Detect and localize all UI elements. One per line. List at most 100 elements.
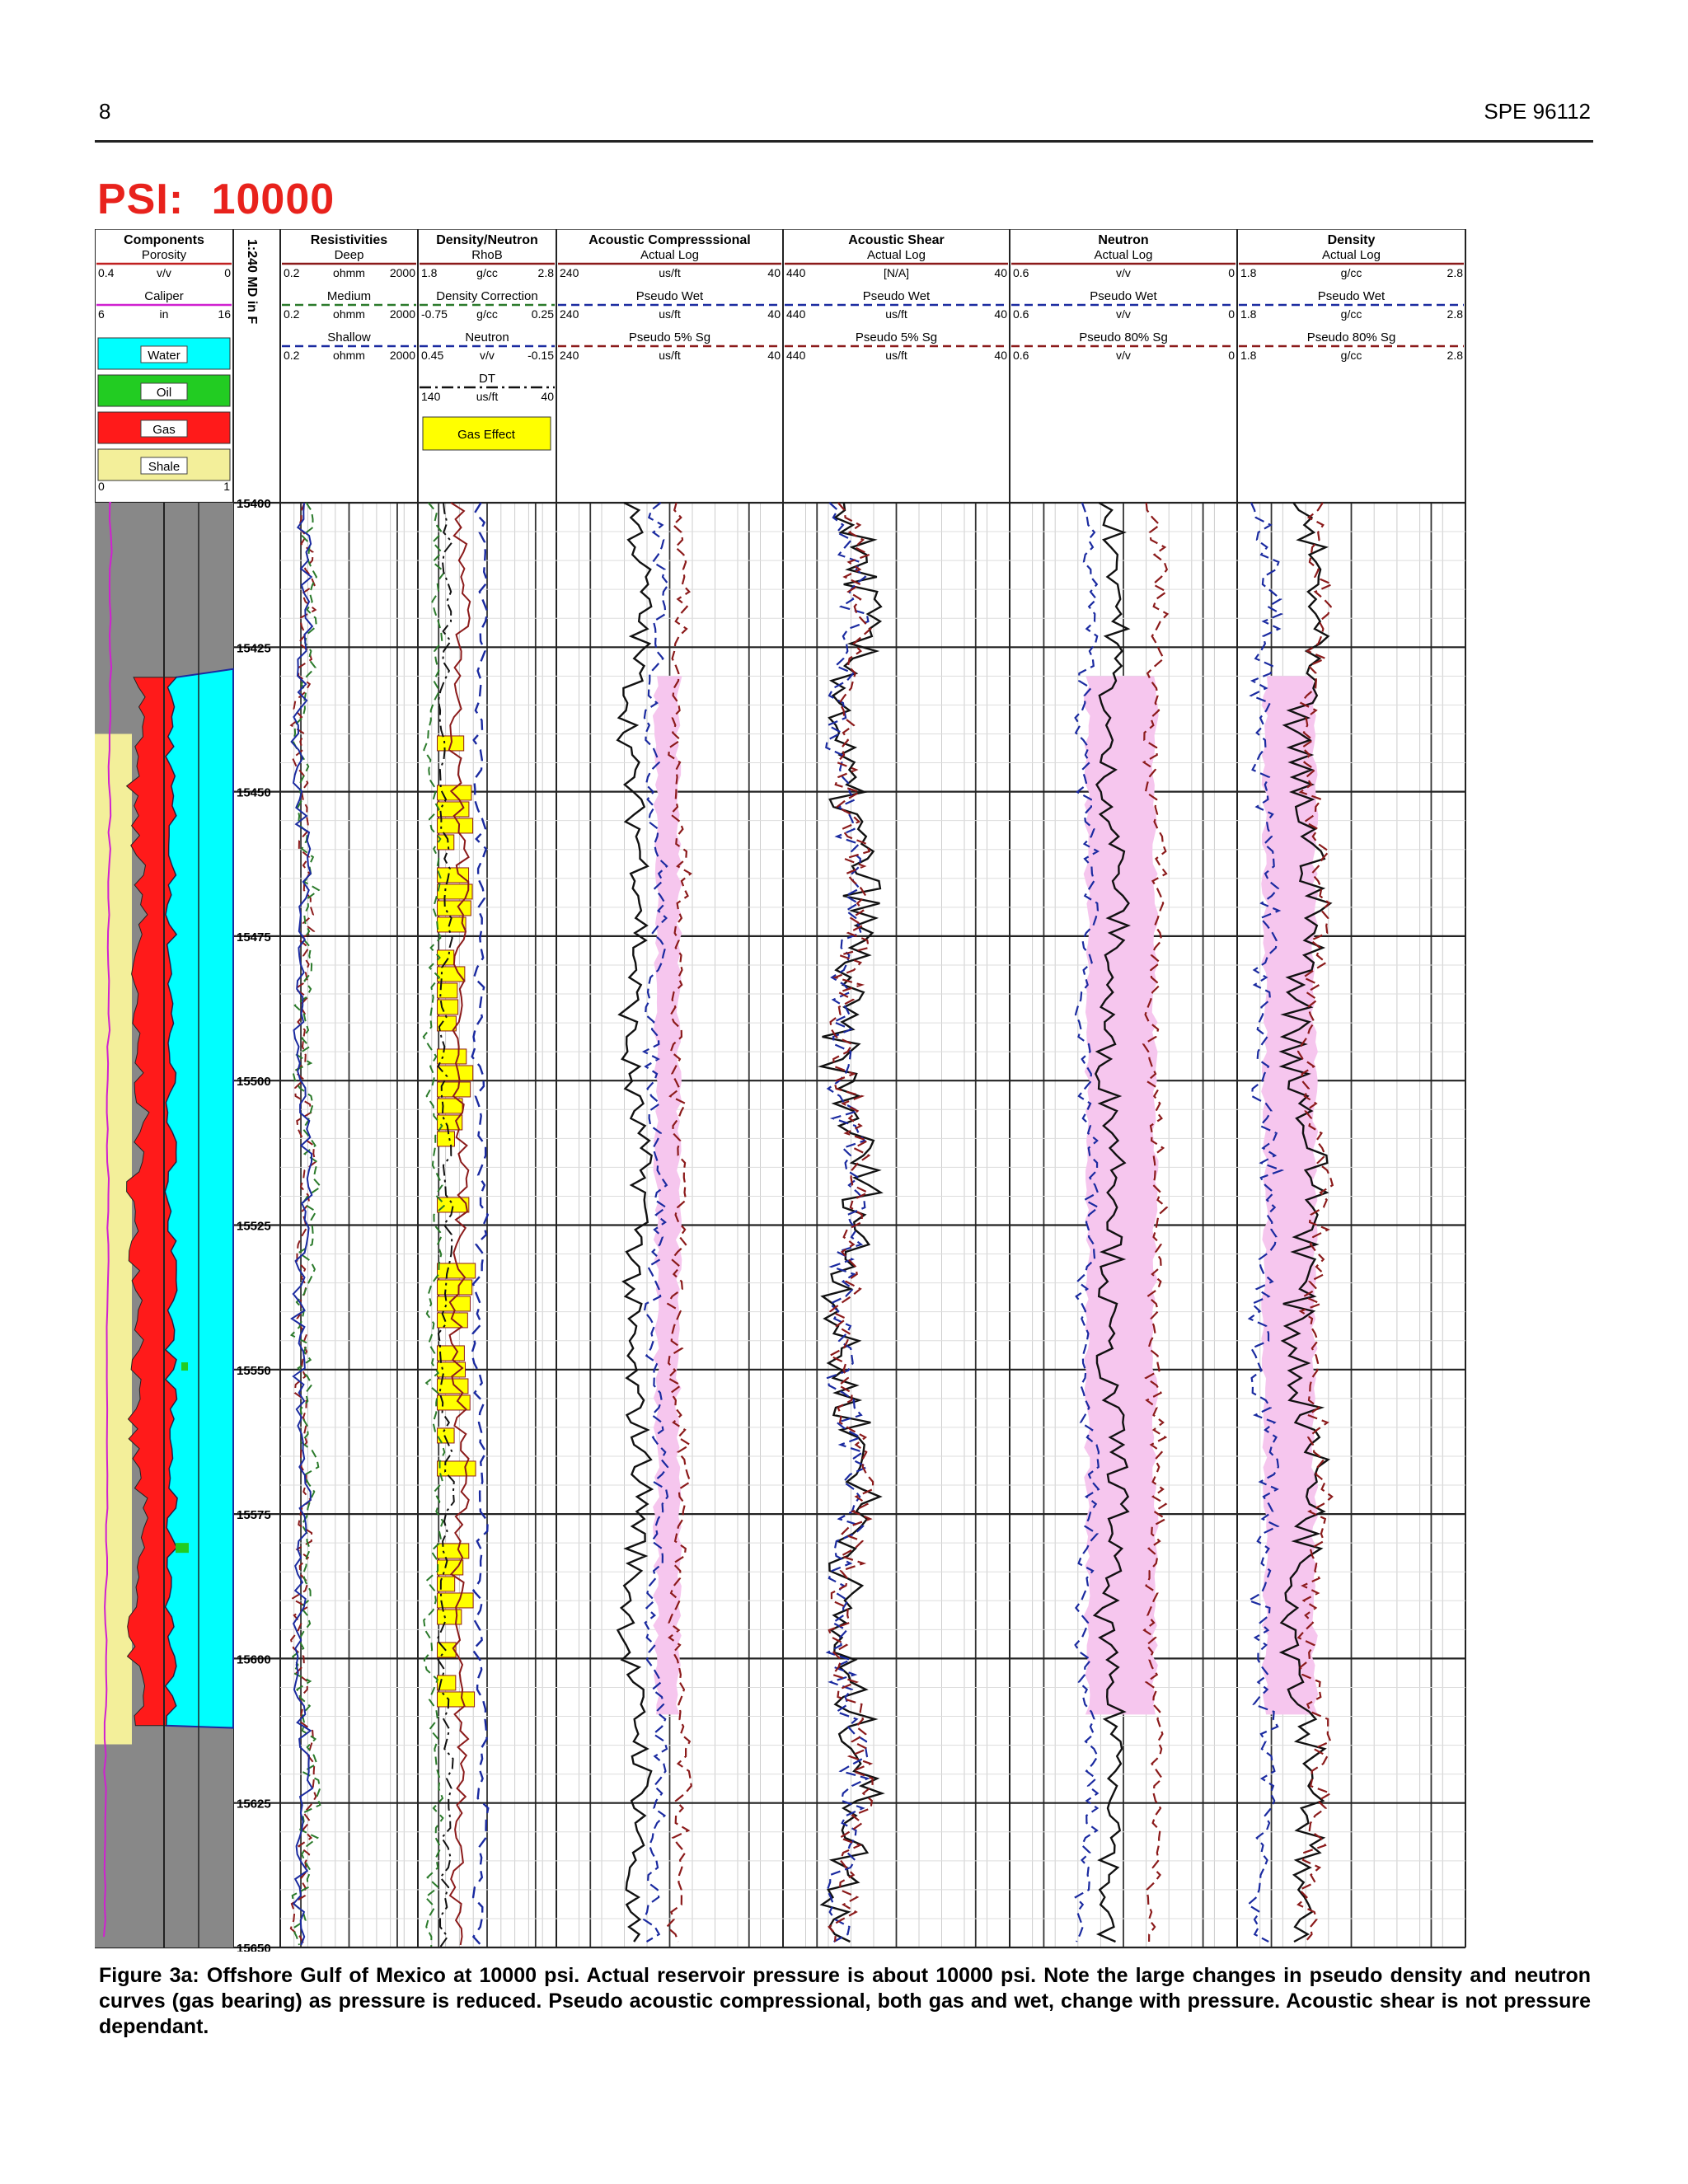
- curve-name: Pseudo Wet: [863, 289, 931, 303]
- curve-name: Deep: [335, 248, 364, 262]
- legend-swatch: [97, 411, 231, 444]
- gas-effect-fill: [437, 982, 458, 999]
- pseudo-gas-curve: [828, 502, 874, 1943]
- scale-unit: in: [160, 307, 169, 321]
- track-title: Density/Neutron: [436, 233, 538, 247]
- scale-unit: us/ft: [659, 349, 681, 362]
- scale-max: 2.8: [1447, 349, 1464, 362]
- curve-name: Pseudo Wet: [636, 289, 704, 303]
- scale-min: 0.2: [284, 307, 300, 321]
- pseudo-shade-fill: [1261, 676, 1319, 1715]
- density-correction-curve: [422, 502, 447, 1947]
- scale-min: 6: [98, 307, 105, 321]
- track-title: Components: [124, 233, 204, 247]
- scale-min: 1.8: [1240, 266, 1257, 279]
- scale-max: 40: [541, 390, 554, 403]
- shallow-resistivity-curve: [290, 502, 314, 1946]
- scale-max: 0: [1228, 307, 1235, 321]
- gas-effect-fill: [437, 1427, 455, 1444]
- gas-effect-swatch: [422, 416, 551, 451]
- pseudo-shade-fill: [1083, 676, 1159, 1715]
- curve-name: Pseudo Wet: [1318, 289, 1386, 303]
- dt-curve: [435, 502, 455, 1947]
- scale-unit: v/v: [1116, 266, 1131, 279]
- depth-tick-label: 15600: [237, 1652, 271, 1666]
- page-number: 8: [99, 99, 111, 124]
- scale-max: 2000: [390, 307, 415, 321]
- medium-resistivity-curve: [289, 502, 322, 1946]
- legend-label: Gas: [152, 423, 176, 437]
- gas-effect-fill: [437, 1197, 470, 1213]
- scale-min: 0.6: [1013, 307, 1029, 321]
- actual-log-curve: [817, 502, 885, 1943]
- actual-log-curve: [616, 501, 654, 1943]
- psi-value: 10000: [211, 176, 335, 223]
- scale-unit: v/v: [157, 266, 171, 279]
- track-title: Resistivities: [311, 233, 387, 247]
- scale-min: 0.4: [98, 266, 115, 279]
- scale-min: 240: [560, 349, 579, 362]
- gas-effect-fill: [437, 1609, 462, 1625]
- legend-label: Oil: [157, 386, 171, 400]
- curve-name: Pseudo 80% Sg: [1079, 330, 1168, 344]
- scale-max: 40: [767, 307, 781, 321]
- scale-max: 16: [218, 307, 231, 321]
- pseudo-shade-fill: [652, 676, 682, 1715]
- gas-effect-fill: [437, 999, 459, 1015]
- oil-fill: [181, 1362, 188, 1371]
- scale-max: 0: [224, 266, 231, 279]
- scale-max: 0: [1228, 349, 1235, 362]
- rhob-curve: [448, 502, 471, 1946]
- track-title: Acoustic Shear: [848, 233, 944, 247]
- deep-resistivity-curve: [289, 502, 317, 1946]
- scale-min: 440: [786, 349, 806, 362]
- legend-label-box: [140, 457, 188, 475]
- gas-effect-fill: [437, 883, 473, 900]
- pseudo-gas-curve: [1296, 502, 1334, 1943]
- depth-tick-label: 15525: [237, 1220, 271, 1234]
- gas-effect-fill: [437, 900, 471, 916]
- depth-tick-label: 15400: [237, 497, 271, 511]
- scale-unit: g/cc: [476, 307, 498, 321]
- actual-log-curve: [1092, 501, 1132, 1943]
- gas-effect-fill: [437, 1065, 474, 1081]
- depth-tick-label: 15575: [237, 1508, 271, 1522]
- scale-min: 140: [421, 390, 441, 403]
- neutron-curve: [471, 502, 490, 1947]
- depth-tick-label: 15450: [237, 786, 271, 800]
- curve-name: Actual Log: [1322, 248, 1381, 262]
- scale-min: 0.2: [284, 266, 300, 279]
- depth-tick-label: 15475: [237, 930, 271, 944]
- track-title: Neutron: [1098, 233, 1148, 247]
- scale-max: 0: [1228, 266, 1235, 279]
- scale-min: 1.8: [421, 266, 438, 279]
- depth-tick-label: 15625: [237, 1797, 271, 1811]
- gas-effect-fill: [437, 1576, 456, 1592]
- psi-label: PSI:: [97, 176, 185, 223]
- gas-effect-fill: [437, 818, 474, 834]
- scale-min: 0.6: [1013, 266, 1029, 279]
- depth-tick-label: 15550: [237, 1364, 271, 1378]
- scale-min: 0.2: [284, 349, 300, 362]
- track-title: Acoustic Compresssional: [588, 233, 751, 247]
- scale-unit: v/v: [1116, 349, 1131, 362]
- legend-label-box: [140, 382, 188, 401]
- curve-name: Actual Log: [640, 248, 699, 262]
- gas-effect-fill: [437, 1691, 476, 1708]
- scale-unit: g/cc: [1341, 266, 1362, 279]
- gas-effect-fill: [437, 1048, 467, 1065]
- curve-name: DT: [479, 372, 495, 386]
- scale-max: 40: [994, 266, 1007, 279]
- actual-log-curve: [1278, 502, 1333, 1943]
- gas-effect-fill: [437, 801, 470, 818]
- scale-min: 240: [560, 307, 579, 321]
- scale-unit: ohmm: [333, 349, 365, 362]
- scale-unit: us/ft: [659, 307, 681, 321]
- gas-effect-fill: [437, 867, 470, 883]
- scale-unit: us/ft: [885, 307, 907, 321]
- scale-unit: [N/A]: [884, 266, 909, 279]
- gas-effect-label: Gas Effect: [457, 428, 516, 442]
- scale-max: 40: [994, 349, 1007, 362]
- gas-effect-fill: [437, 1361, 467, 1378]
- scale-unit: v/v: [480, 349, 495, 362]
